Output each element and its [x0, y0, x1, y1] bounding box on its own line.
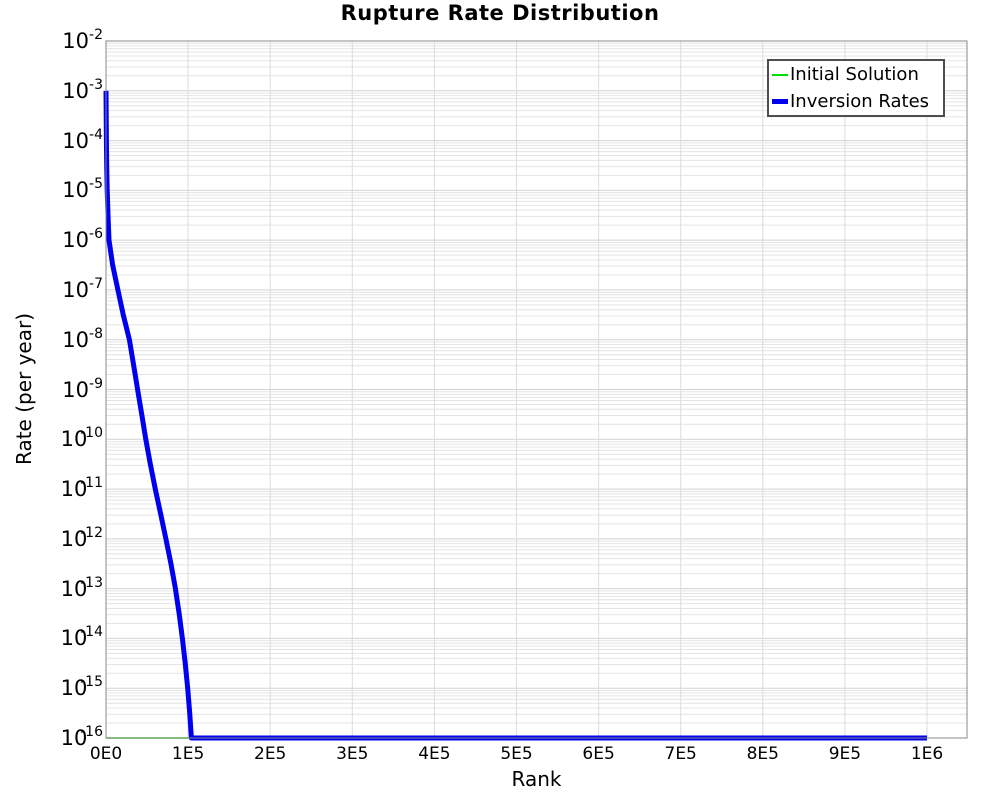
- y-tick-label: 10-12: [60, 524, 103, 551]
- y-tick-label: 10-16: [60, 724, 103, 750]
- x-tick-label: 2E5: [254, 744, 287, 764]
- x-tick-label: 4E5: [418, 744, 451, 764]
- legend-label-inversion-rates: Inversion Rates: [790, 90, 930, 112]
- x-axis-title: Rank: [511, 767, 562, 791]
- y-tick-label: 10-9: [62, 375, 103, 402]
- x-tick-label: 5E5: [500, 744, 533, 764]
- legend-item-initial-solution: Initial Solution: [772, 62, 943, 88]
- y-tick-label: 10-11: [60, 475, 103, 502]
- y-tick-label: 10-2: [62, 27, 103, 53]
- initial-solution-line-swatch: [772, 73, 788, 76]
- y-tick-label: 10-14: [60, 624, 103, 651]
- x-tick-label: 8E5: [746, 744, 779, 764]
- inversion-rates-line: [103, 90, 927, 741]
- x-tick-label: 1E5: [171, 744, 205, 764]
- y-tick-label: 10-5: [62, 176, 103, 203]
- y-tick-label: 10-7: [62, 275, 103, 302]
- y-tick-label: 10-6: [62, 226, 103, 253]
- legend-item-inversion-rates: Inversion Rates: [772, 88, 943, 114]
- chart-title: Rupture Rate Distribution: [340, 1, 660, 25]
- y-tick-label: 10-13: [60, 574, 103, 601]
- legend: Initial Solution Inversion Rates: [767, 59, 945, 117]
- x-tick-label: 0E0: [89, 744, 123, 764]
- y-tick-label: 10-8: [62, 325, 103, 352]
- plot-border: [105, 40, 968, 739]
- y-tick-label: 10-10: [60, 425, 103, 452]
- legend-label-initial-solution: Initial Solution: [790, 64, 919, 86]
- y-tick-label: 10-15: [60, 674, 103, 701]
- x-tick-label: 3E5: [336, 744, 369, 764]
- y-tick-label: 10-4: [62, 126, 103, 153]
- x-tick-label: 6E5: [582, 744, 615, 764]
- x-tick-label: 9E5: [828, 744, 862, 764]
- x-tick-label: 1E6: [910, 744, 944, 764]
- inversion-rates-line-swatch: [772, 98, 788, 104]
- y-tick-label: 10-3: [62, 76, 103, 103]
- x-tick-label: 7E5: [664, 744, 697, 764]
